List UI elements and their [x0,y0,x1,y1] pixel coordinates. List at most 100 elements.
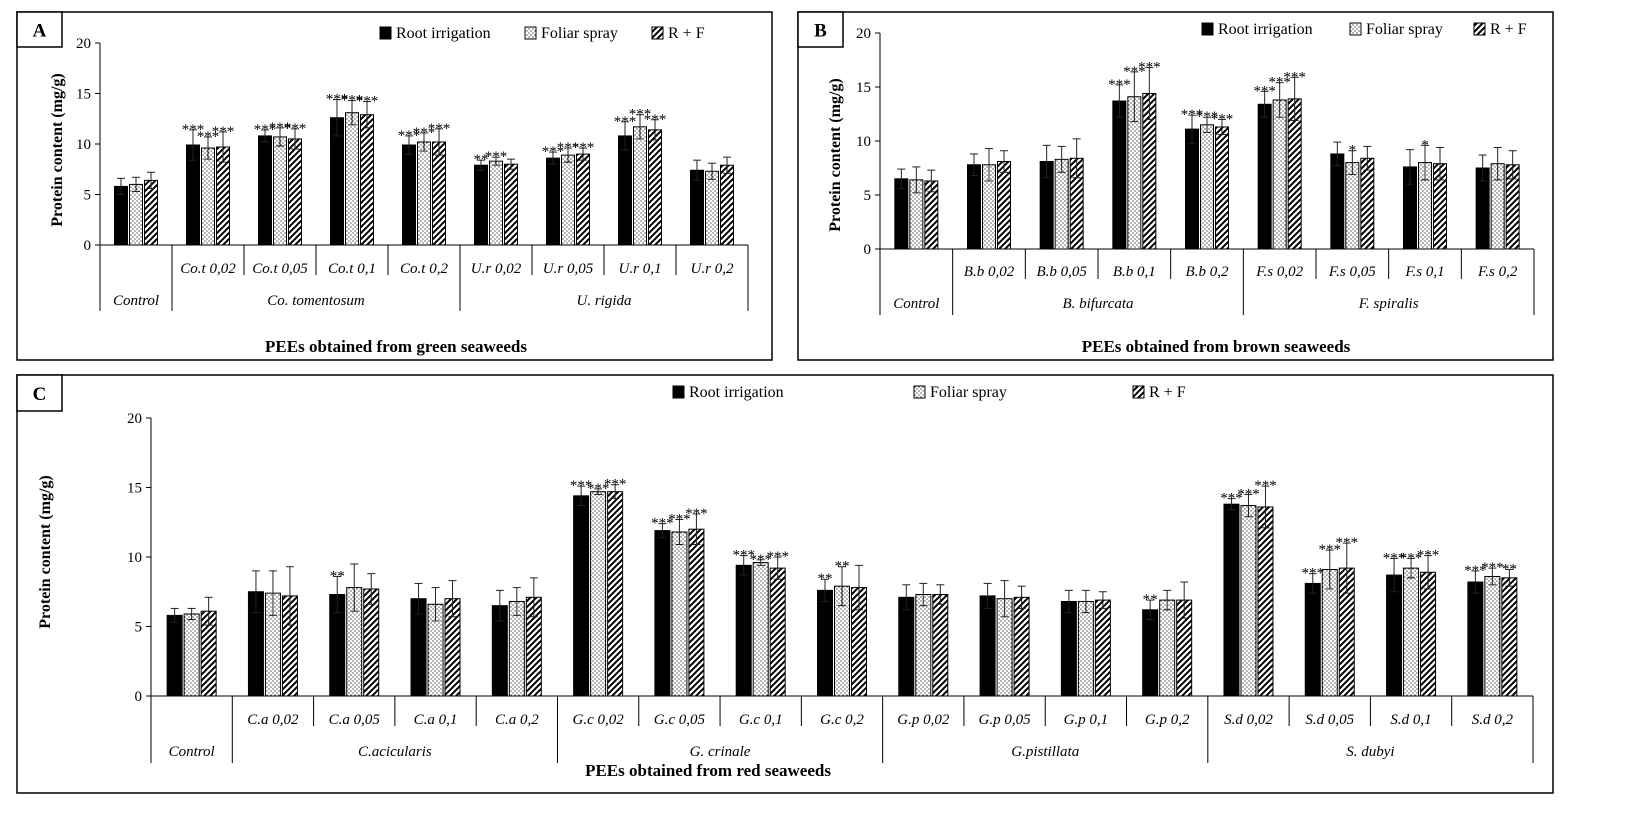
significance-label: *** [749,552,772,568]
legend: Root irrigation Foliar spray R + F [379,25,705,42]
legend-label: Foliar spray [1366,21,1443,38]
bar [1360,157,1375,250]
x-axis-title: PEEs obtained from red seaweeds [585,761,831,780]
bar [688,528,705,697]
y-tick-label: 10 [127,550,142,566]
bar [690,169,704,246]
x-category-label: S.d 0,2 [1472,712,1514,728]
significance-label: *** [1383,550,1406,566]
bar [1403,567,1420,697]
x-group-label: S. dubyi [1346,744,1394,760]
significance-label: *** [326,92,349,108]
significance-label: *** [1108,77,1131,93]
x-group-label: B. bifurcata [1062,296,1133,312]
bar [1272,99,1287,250]
significance-label: *** [668,511,691,527]
legend-label: Foliar spray [541,25,618,42]
significance-label: *** [1196,109,1219,125]
bar [633,126,647,246]
bar [201,147,215,246]
legend-label: R + F [1149,384,1186,401]
x-category-label: C.a 0,2 [495,712,539,728]
legend-label: Root irrigation [689,384,784,401]
legend-swatch [913,385,926,399]
bar [489,160,503,246]
x-category-label: G.c 0,02 [572,712,624,728]
bar [735,564,752,697]
bar [345,112,359,246]
significance-label: *** [212,124,235,140]
legend-label: Root irrigation [1218,21,1313,38]
panel-letter: C [33,384,47,405]
bar [1501,577,1518,697]
x-category-label: Co.t 0,05 [252,261,308,277]
bar [979,595,996,697]
bar [1185,128,1199,250]
significance-label: *** [651,516,674,532]
bar [817,589,833,697]
y-tick-label: 5 [84,188,92,204]
legend-label: Root irrigation [396,25,491,42]
significance-label: ** [1502,562,1517,578]
x-group-label: Co. tomentosum [267,293,365,309]
bar [607,491,624,697]
bar [590,491,607,697]
bar [769,567,786,697]
significance-label: *** [197,129,220,145]
significance-label: *** [182,122,205,138]
x-category-label: C.a 0,1 [414,712,458,728]
bar [1094,599,1111,697]
significance-label: *** [572,140,595,156]
significance-label: *** [1181,107,1204,123]
significance-label: *** [604,477,627,493]
significance-label: *** [1138,60,1161,76]
bar [402,144,416,246]
x-category-label: G.p 0,02 [897,712,950,728]
x-category-label: G.c 0,1 [739,712,783,728]
x-category-label: C.a 0,05 [329,712,381,728]
x-group-label: G.pistillata [1011,744,1079,760]
significance-label: *** [644,112,667,128]
significance-label: *** [398,128,421,144]
x-category-label: Co.t 0,1 [328,261,376,277]
bar [1013,596,1030,697]
legend-label: Foliar spray [930,384,1007,401]
panel-frame [16,11,773,361]
x-category-label: F.s 0,2 [1477,264,1518,280]
bar [1142,609,1159,697]
x-category-label: U.r 0,1 [619,261,662,277]
bar [432,141,446,246]
x-category-label: U.r 0,05 [543,261,594,277]
x-category-label: Co.t 0,2 [400,261,448,277]
x-category-label: U.r 0,02 [471,261,522,277]
bar [504,163,518,246]
bar [898,596,915,697]
significance-label: *** [587,481,610,497]
bar [1112,100,1127,250]
y-axis-label: Protein content (mg/g) [49,73,66,226]
bar [1215,126,1229,250]
bar [915,594,932,697]
bar [1330,153,1345,250]
x-category-label: S.d 0,05 [1305,712,1354,728]
panel-frame [16,374,1554,794]
x-category-label: G.c 0,2 [820,712,864,728]
x-category-label: B.b 0,02 [964,264,1015,280]
panel-letter-box [797,11,844,48]
y-tick-label: 5 [864,188,872,204]
y-tick-label: 0 [864,242,872,258]
bar [1304,582,1321,697]
bar [1240,505,1257,697]
x-group-label: Control [169,744,215,760]
bar [1386,574,1403,697]
significance-label: *** [413,125,436,141]
bar [546,157,560,246]
bar [129,183,143,246]
bar [1287,98,1302,250]
bar [417,141,431,246]
legend: Root irrigation Foliar spray R + F [672,384,1186,401]
x-category-label: U.r 0,2 [691,261,734,277]
bar [894,178,909,250]
legend-swatch [1201,22,1214,36]
x-category-label: S.d 0,02 [1224,712,1273,728]
